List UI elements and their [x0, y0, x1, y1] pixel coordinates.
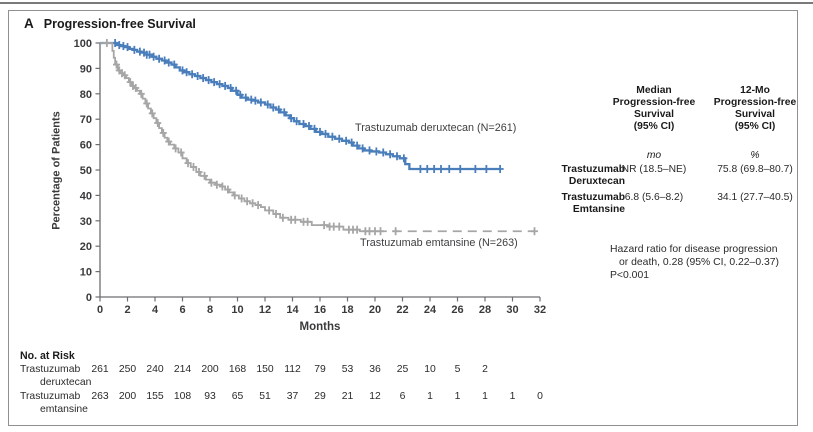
- y-tick-label: 90: [80, 63, 92, 75]
- at-risk-value: 1: [454, 391, 461, 402]
- hazard-ratio-note-line2: or death, 0.28 (95% CI, 0.22–0.37): [619, 257, 780, 268]
- y-tick-label: 30: [80, 216, 92, 228]
- table-median-emtansine: 6.8 (5.6–8.2): [624, 192, 684, 203]
- y-tick-label: 10: [80, 267, 92, 279]
- at-risk-value: 214: [173, 364, 192, 375]
- panel-title-text: Progression-free Survival: [43, 17, 196, 31]
- panel-letter: A: [24, 16, 34, 31]
- curve-label-deruxtecan: Trastuzumab deruxtecan (N=261): [355, 122, 517, 134]
- at-risk-heading: No. at Risk: [20, 350, 75, 362]
- x-tick-label: 2: [124, 304, 130, 316]
- y-tick-label: 100: [74, 38, 92, 50]
- table-rowlabel-deruxtecan: Trastuzumab Deruxtecan: [561, 164, 625, 187]
- x-tick-label: 24: [424, 304, 437, 316]
- panel-title: A Progression-free Survival: [24, 16, 196, 31]
- at-risk-value: 1: [427, 391, 433, 402]
- at-risk-value: 5: [454, 364, 461, 375]
- at-risk-value: 10: [424, 364, 436, 375]
- x-tick-label: 12: [259, 304, 271, 316]
- table-units-percent: %: [750, 150, 760, 161]
- y-tick-label: 80: [80, 89, 92, 101]
- y-axis-label: Percentage of Patients: [50, 111, 63, 230]
- at-risk-value: 112: [284, 364, 301, 375]
- at-risk-value: 36: [369, 364, 381, 375]
- x-tick-label: 26: [451, 304, 463, 316]
- at-risk-value: 108: [173, 391, 192, 402]
- x-tick-label: 14: [286, 304, 299, 316]
- x-tick-label: 16: [314, 304, 326, 316]
- x-tick-label: 20: [369, 304, 381, 316]
- at-risk-value: 1: [482, 391, 488, 402]
- at-risk-value: 53: [341, 364, 354, 375]
- table-header-median-pfs: Median Progression-free Survival (95% CI…: [612, 85, 696, 132]
- hazard-ratio-note-line1: Hazard ratio for disease progression: [610, 244, 778, 255]
- x-tick-label: 32: [534, 304, 546, 316]
- at-risk-label-emtansine-1: Trastuzumab: [20, 391, 81, 402]
- at-risk-value: 1: [509, 391, 516, 402]
- p-value-note: P<0.001: [610, 270, 650, 281]
- y-tick-label: 50: [80, 165, 92, 177]
- at-risk-value: 37: [286, 391, 299, 402]
- y-tick-label: 20: [80, 241, 92, 253]
- x-tick-label: 22: [396, 304, 408, 316]
- x-tick-label: 4: [152, 304, 159, 316]
- at-risk-value: 79: [314, 364, 326, 375]
- x-axis-label: Months: [299, 321, 341, 333]
- at-risk-value: 155: [146, 391, 164, 402]
- at-risk-value: 65: [231, 391, 244, 402]
- table-12mo-emtansine: 34.1 (27.7–40.5): [717, 192, 793, 203]
- y-tick-label: 60: [80, 140, 92, 152]
- at-risk-value: 0: [537, 391, 543, 402]
- x-tick-label: 30: [506, 304, 518, 316]
- x-tick-label: 0: [97, 304, 103, 316]
- table-median-deruxtecan: NR (18.5–NE): [621, 164, 687, 175]
- table-12mo-deruxtecan: 75.8 (69.8–80.7): [717, 164, 793, 175]
- at-risk-value: 200: [118, 391, 137, 402]
- y-tick-label: 40: [80, 190, 92, 202]
- at-risk-value: 51: [259, 391, 271, 402]
- x-tick-label: 10: [231, 304, 243, 316]
- y-tick-label: 70: [80, 114, 92, 126]
- panel-border: [8, 10, 798, 426]
- at-risk-value: 240: [146, 364, 164, 375]
- x-tick-label: 28: [479, 304, 491, 316]
- table-units-months: mo: [646, 150, 662, 161]
- at-risk-value: 150: [256, 364, 274, 375]
- at-risk-value: 25: [396, 364, 409, 375]
- at-risk-value: 200: [201, 364, 219, 375]
- at-risk-value: 29: [314, 391, 326, 402]
- at-risk-value: 12: [369, 391, 381, 402]
- at-risk-value: 168: [228, 364, 247, 375]
- at-risk-label-deruxtecan-1: Trastuzumab: [20, 364, 81, 375]
- at-risk-value: 93: [204, 391, 216, 402]
- at-risk-value: 6: [399, 391, 406, 402]
- at-risk-value: 2: [482, 364, 488, 375]
- at-risk-label-emtansine-2: emtansine: [40, 404, 88, 415]
- x-tick-label: 6: [179, 304, 185, 316]
- at-risk-label-deruxtecan-2: deruxtecan: [40, 377, 92, 388]
- at-risk-value: 263: [91, 391, 109, 402]
- table-rowlabel-emtansine: Trastuzumab Emtansine: [561, 192, 625, 215]
- x-tick-label: 8: [207, 304, 213, 316]
- y-tick-label: 0: [86, 292, 92, 304]
- table-header-12mo-pfs: 12-Mo Progression-free Survival (95% CI): [713, 85, 797, 132]
- at-risk-value: 21: [341, 391, 354, 402]
- x-tick-label: 18: [341, 304, 353, 316]
- at-risk-value: 250: [118, 364, 137, 375]
- curve-label-emtansine: Trastuzumab emtansine (N=263): [360, 237, 518, 249]
- at-risk-value: 261: [91, 364, 109, 375]
- top-rule-divider: [0, 2, 813, 4]
